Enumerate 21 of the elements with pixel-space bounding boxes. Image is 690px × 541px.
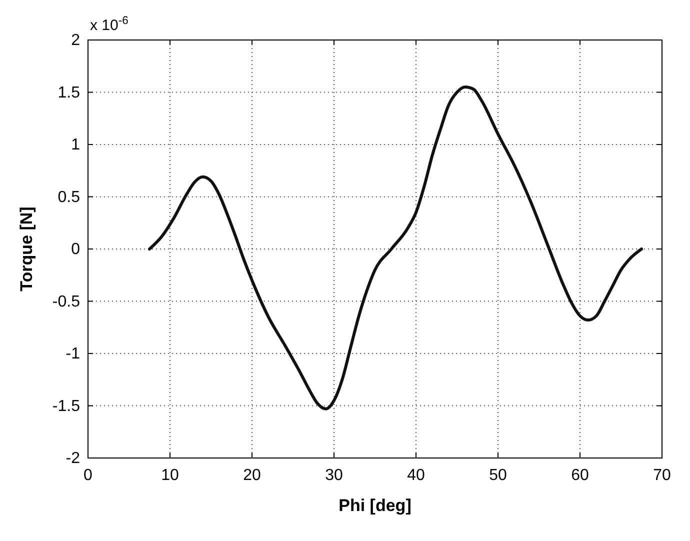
- x-tick-label: 60: [571, 467, 589, 484]
- line-series: [148, 86, 643, 410]
- x-tick-label: 40: [407, 467, 425, 484]
- y-tick-label: -1.5: [52, 398, 80, 415]
- x-axis-title: Phi [deg]: [338, 496, 412, 515]
- x-tick-label: 50: [489, 467, 507, 484]
- y-axis-title: Torque [N]: [17, 206, 36, 292]
- x-tick-label: 70: [653, 467, 671, 484]
- y-tick-label: 0: [71, 241, 80, 258]
- y-tick-label: 0.5: [58, 188, 80, 206]
- x-tick-label: 30: [325, 467, 343, 484]
- y-tick-label: -0.5: [52, 293, 80, 310]
- x-tick-label: 10: [161, 467, 179, 484]
- text: x 10$^{-6}$: [90, 15, 128, 34]
- x-tick-label: 20: [243, 467, 261, 484]
- y-tick-label: 1.5: [58, 84, 80, 102]
- y-tick-label: 1: [71, 136, 80, 154]
- y-tick-label: -1: [66, 346, 80, 362]
- y-tick-label: 2: [71, 32, 80, 49]
- x-tick-label: 0: [84, 467, 93, 484]
- y-tick-label: -2: [66, 450, 80, 467]
